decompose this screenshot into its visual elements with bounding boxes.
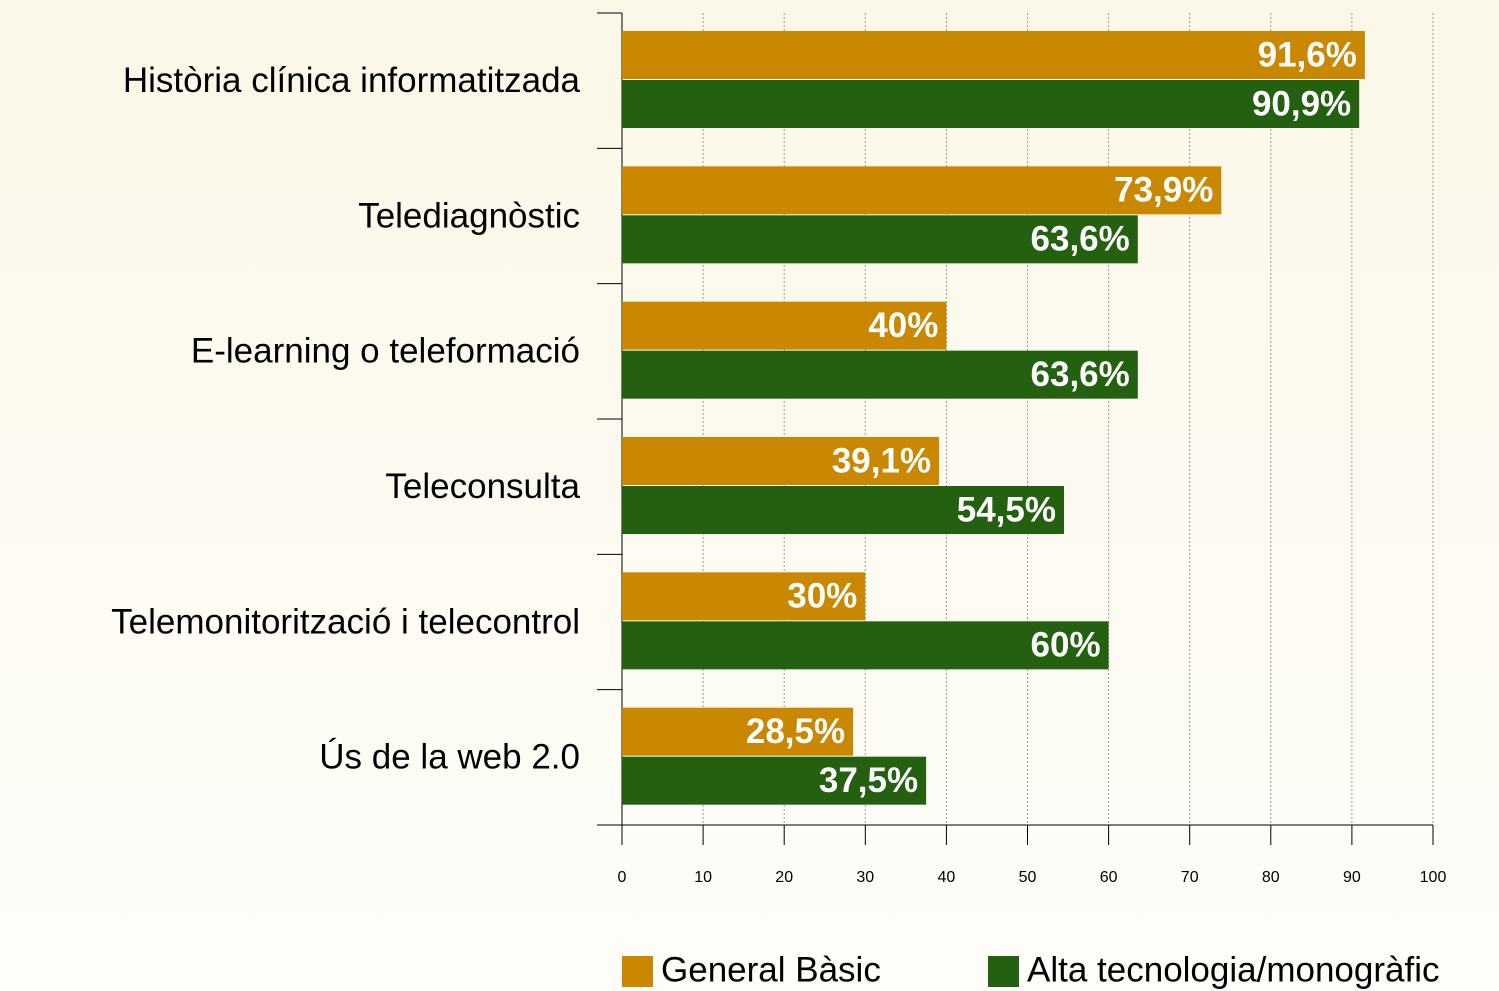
category-label: E-learning o teleformació bbox=[191, 332, 580, 371]
value-label: 30% bbox=[787, 577, 857, 616]
value-label: 60% bbox=[1031, 626, 1101, 665]
x-tick-label: 90 bbox=[1343, 869, 1361, 886]
bar bbox=[622, 756, 927, 805]
value-label: 28,5% bbox=[746, 712, 845, 751]
value-label: 63,6% bbox=[1031, 355, 1130, 394]
category-label: Telediagnòstic bbox=[358, 196, 580, 235]
legend-swatch bbox=[622, 956, 653, 987]
bar bbox=[622, 621, 1109, 670]
x-tick-label: 70 bbox=[1181, 869, 1199, 886]
value-label: 73,9% bbox=[1114, 171, 1213, 210]
value-label: 54,5% bbox=[957, 490, 1056, 529]
category-label: Història clínica informatitzada bbox=[123, 61, 581, 100]
x-tick-label: 100 bbox=[1420, 869, 1447, 886]
category-label: Telemonitorització i telecontrol bbox=[111, 602, 580, 641]
bar bbox=[622, 707, 854, 756]
x-tick-label: 30 bbox=[856, 869, 874, 886]
value-label: 91,6% bbox=[1258, 35, 1357, 74]
value-label: 63,6% bbox=[1031, 220, 1130, 259]
bar bbox=[622, 572, 866, 621]
legend-label: Alta tecnologia/monogràfic bbox=[1027, 950, 1439, 989]
bar bbox=[622, 215, 1138, 264]
bar bbox=[622, 31, 1365, 79]
x-tick-label: 40 bbox=[938, 869, 956, 886]
bar bbox=[622, 80, 1360, 128]
x-tick-label: 10 bbox=[694, 869, 712, 886]
bar bbox=[622, 437, 940, 485]
bar bbox=[622, 350, 1138, 399]
bar bbox=[622, 486, 1064, 534]
value-label: 90,9% bbox=[1252, 84, 1351, 123]
category-label: Ús de la web 2.0 bbox=[319, 738, 580, 777]
legend-label: General Bàsic bbox=[661, 950, 881, 989]
x-tick-label: 60 bbox=[1100, 869, 1118, 886]
x-tick-label: 20 bbox=[775, 869, 793, 886]
value-label: 40% bbox=[868, 306, 938, 345]
category-label: Teleconsulta bbox=[385, 467, 580, 506]
bar bbox=[622, 301, 947, 350]
legend-swatch bbox=[988, 956, 1019, 987]
bar bbox=[622, 166, 1222, 215]
x-tick-label: 0 bbox=[618, 869, 627, 886]
value-label: 39,1% bbox=[832, 441, 931, 480]
value-label: 37,5% bbox=[819, 761, 918, 800]
x-tick-label: 50 bbox=[1019, 869, 1037, 886]
x-tick-label: 80 bbox=[1262, 869, 1280, 886]
